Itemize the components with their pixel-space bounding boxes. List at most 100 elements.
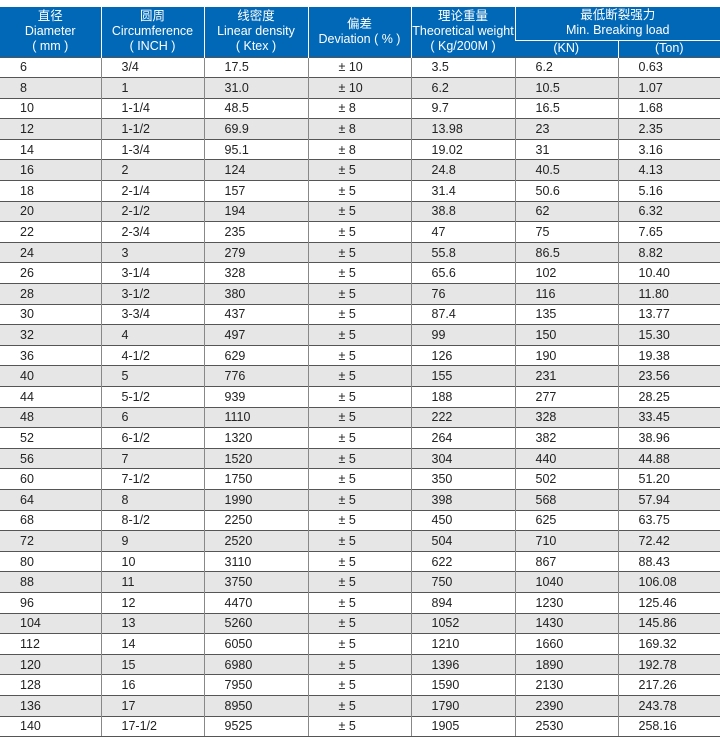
cell-circumference: 1-1/4: [100, 97, 204, 119]
cell-breaking-kn: 150: [514, 324, 618, 346]
cell-weight: 222: [410, 406, 515, 428]
cell-linear-density: 3110: [203, 550, 308, 572]
cell-breaking-kn: 50.6: [514, 180, 618, 202]
cell-diameter: 48: [0, 406, 101, 428]
table-row: 16 2 124 ± 5 24.8 40.5 4.13: [0, 159, 720, 181]
cell-diameter: 40: [0, 365, 101, 387]
cell-breaking-kn: 277: [514, 386, 618, 408]
cell-deviation: ± 5: [307, 324, 411, 346]
table-body: 6 3/4 17.5 ± 10 3.5 6.2 0.63 8 1 31.0 ± 10 6.2 10.5 1…: [0, 56, 720, 738]
cell-breaking-kn: 625: [514, 509, 618, 531]
cell-deviation: ± 5: [307, 591, 411, 614]
cell-linear-density: 17.5: [203, 56, 308, 78]
cell-deviation: ± 5: [307, 509, 411, 531]
table-row: 56 7 1520 ± 5 304 440 44.88: [0, 447, 720, 469]
cell-breaking-kn: 1230: [514, 591, 618, 614]
cell-deviation: ± 5: [307, 180, 411, 202]
cell-diameter: 136: [0, 694, 101, 716]
cell-diameter: 120: [0, 653, 101, 675]
cell-breaking-kn: 231: [514, 365, 618, 387]
cell-diameter: 10: [0, 97, 101, 119]
table-row: 80 10 3110 ± 5 622 867 88.43: [0, 550, 720, 572]
cell-circumference: 2: [100, 159, 204, 181]
cell-breaking-kn: 867: [514, 550, 618, 572]
cell-breaking-ton: 7.65: [617, 221, 720, 243]
cell-weight: 1052: [410, 612, 515, 634]
cell-breaking-kn: 328: [514, 406, 618, 428]
cell-linear-density: 1110: [203, 406, 308, 428]
cell-circumference: 15: [100, 653, 204, 675]
cell-breaking-ton: 6.32: [617, 200, 720, 222]
cell-deviation: ± 5: [307, 200, 411, 222]
cell-diameter: 64: [0, 488, 101, 511]
table-row: 136 17 8950 ± 5 1790 2390 243.78: [0, 694, 720, 716]
cell-weight: 38.8: [410, 200, 515, 222]
cell-breaking-kn: 190: [514, 344, 618, 366]
header-weight: 理论重量 Theoretical weight( Kg/200M ): [410, 7, 515, 57]
cell-circumference: 4: [100, 324, 204, 346]
cell-breaking-kn: 16.5: [514, 97, 618, 119]
cell-breaking-kn: 31: [514, 138, 618, 160]
cell-breaking-ton: 243.78: [617, 694, 720, 716]
cell-breaking-ton: 3.16: [617, 138, 720, 160]
cell-deviation: ± 5: [307, 427, 411, 449]
cell-weight: 1396: [410, 653, 515, 675]
cell-breaking-kn: 382: [514, 427, 618, 449]
cell-weight: 188: [410, 386, 515, 408]
cell-circumference: 17-1/2: [100, 715, 204, 738]
cell-circumference: 7: [100, 447, 204, 469]
cell-weight: 450: [410, 509, 515, 531]
cell-circumference: 6: [100, 406, 204, 428]
cell-breaking-kn: 2390: [514, 694, 618, 716]
cell-breaking-ton: 169.32: [617, 633, 720, 655]
cell-circumference: 3/4: [100, 56, 204, 78]
cell-diameter: 56: [0, 447, 101, 469]
table-row: 112 14 6050 ± 5 1210 1660 169.32: [0, 633, 720, 655]
cell-circumference: 6-1/2: [100, 427, 204, 449]
cell-deviation: ± 5: [307, 365, 411, 387]
cell-diameter: 30: [0, 303, 101, 325]
cell-linear-density: 7950: [203, 674, 308, 696]
cell-deviation: ± 10: [307, 56, 411, 78]
cell-diameter: 52: [0, 427, 101, 449]
cell-weight: 155: [410, 365, 515, 387]
cell-breaking-ton: 0.63: [617, 56, 720, 78]
table-row: 72 9 2520 ± 5 504 710 72.42: [0, 530, 720, 552]
cell-diameter: 24: [0, 241, 101, 263]
cell-breaking-ton: 15.30: [617, 324, 720, 346]
cell-diameter: 44: [0, 386, 101, 408]
cell-deviation: ± 5: [307, 447, 411, 469]
cell-deviation: ± 5: [307, 550, 411, 572]
cell-weight: 350: [410, 468, 515, 490]
cell-breaking-kn: 23: [514, 118, 618, 140]
cell-breaking-ton: 51.20: [617, 468, 720, 490]
cell-circumference: 7-1/2: [100, 468, 204, 490]
table-row: 26 3-1/4 328 ± 5 65.6 102 10.40: [0, 262, 720, 284]
cell-deviation: ± 5: [307, 653, 411, 675]
cell-linear-density: 776: [203, 365, 308, 387]
cell-weight: 76: [410, 283, 515, 305]
cell-weight: 398: [410, 488, 515, 511]
header-circumference: 圆周 Circumference( INCH ): [100, 7, 204, 57]
table-row: 28 3-1/2 380 ± 5 76 116 11.80: [0, 283, 720, 305]
cell-diameter: 22: [0, 221, 101, 243]
cell-deviation: ± 5: [307, 633, 411, 655]
cell-linear-density: 1750: [203, 468, 308, 490]
cell-deviation: ± 8: [307, 97, 411, 119]
table-row: 6 3/4 17.5 ± 10 3.5 6.2 0.63: [0, 56, 720, 78]
cell-linear-density: 1990: [203, 488, 308, 511]
table-row: 22 2-3/4 235 ± 5 47 75 7.65: [0, 221, 720, 243]
cell-circumference: 3-3/4: [100, 303, 204, 325]
cell-breaking-ton: 258.16: [617, 715, 720, 738]
cell-weight: 55.8: [410, 241, 515, 263]
cell-breaking-ton: 13.77: [617, 303, 720, 325]
cell-breaking-ton: 4.13: [617, 159, 720, 181]
cell-circumference: 4-1/2: [100, 344, 204, 366]
cell-breaking-kn: 1660: [514, 633, 618, 655]
cell-linear-density: 437: [203, 303, 308, 325]
table-row: 52 6-1/2 1320 ± 5 264 382 38.96: [0, 427, 720, 449]
rope-spec-table: 直径 Diameter( mm ) 圆周 Circumference( INCH )…: [0, 7, 720, 738]
cell-breaking-ton: 145.86: [617, 612, 720, 634]
cell-linear-density: 8950: [203, 694, 308, 716]
cell-weight: 3.5: [410, 56, 515, 78]
